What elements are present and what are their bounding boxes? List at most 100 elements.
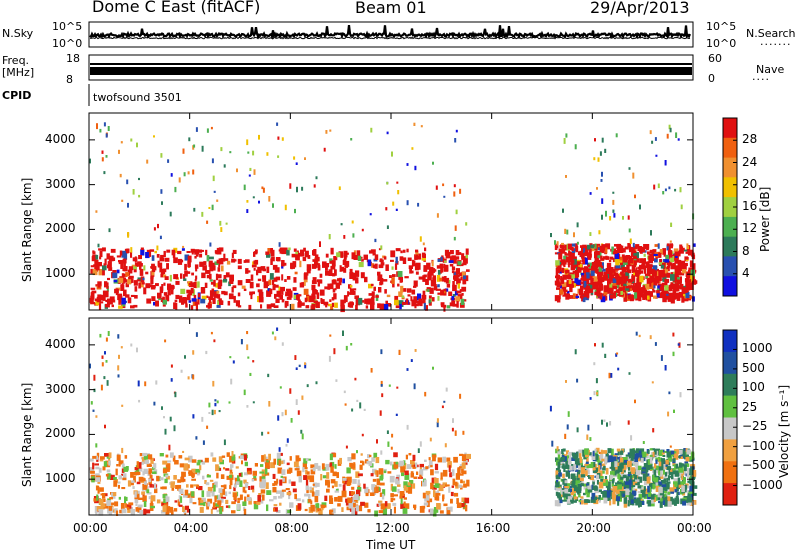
heatmap-cell (444, 288, 449, 292)
heatmap-cell (295, 465, 300, 471)
heatmap-cell (233, 493, 237, 500)
heatmap-cell (94, 506, 98, 513)
heatmap-cell (286, 288, 291, 291)
heatmap-cell (182, 148, 185, 154)
heatmap-cell (193, 294, 197, 300)
heatmap-cell (105, 133, 108, 138)
heatmap-cell (156, 499, 161, 504)
heatmap-cell (143, 468, 148, 474)
heatmap-cell (195, 436, 198, 440)
heatmap-cell (294, 271, 298, 275)
heatmap-cell (579, 263, 583, 268)
heatmap-cell (229, 474, 233, 478)
heatmap-cell (305, 485, 309, 491)
heatmap-cell (180, 273, 183, 279)
heatmap-cell (130, 138, 133, 142)
heatmap-cell (351, 453, 356, 460)
heatmap-cell (414, 301, 417, 309)
heatmap-cell (580, 474, 586, 478)
heatmap-cell (436, 418, 439, 423)
heatmap-cell (358, 261, 364, 268)
heatmap-cell (608, 372, 611, 379)
heatmap-cell (315, 381, 318, 385)
heatmap-cell (563, 494, 566, 502)
heatmap-cell (370, 297, 375, 303)
heatmap-cell (197, 281, 200, 288)
heatmap-cell (601, 171, 603, 177)
heatmap-cell (580, 477, 584, 482)
heatmap-cell (410, 462, 415, 468)
heatmap-cell (584, 448, 589, 455)
heatmap-cell (195, 275, 198, 280)
heatmap-cell (285, 488, 290, 491)
heatmap-cell (678, 466, 684, 473)
heatmap-cell (262, 187, 265, 193)
heatmap-cell (105, 303, 110, 308)
heatmap-cell (352, 479, 357, 484)
heatmap-cell (573, 232, 575, 238)
heatmap-cell (281, 288, 284, 295)
heatmap-cell (309, 487, 314, 493)
heatmap-cell (170, 364, 173, 368)
heatmap-cell (559, 461, 565, 465)
heatmap-cell (199, 506, 204, 513)
heatmap-cell (624, 459, 628, 463)
heatmap-cell (380, 245, 383, 250)
heatmap-cell (658, 457, 662, 462)
heatmap-cell (131, 480, 135, 483)
heatmap-cell (451, 270, 455, 274)
heatmap-cell (561, 259, 566, 265)
heatmap-cell (573, 500, 577, 503)
heatmap-cell (597, 274, 602, 280)
colorbar-tick-label: 8 (742, 243, 750, 258)
heatmap-cell (252, 360, 255, 363)
heatmap-cell (564, 252, 567, 256)
heatmap-cell (670, 468, 676, 475)
heatmap-cell (664, 285, 669, 292)
heatmap-cell (429, 498, 433, 503)
heatmap-cell (664, 482, 670, 490)
heatmap-cell (596, 392, 598, 395)
heatmap-cell (643, 267, 647, 274)
heatmap-cell (453, 184, 456, 188)
heatmap-cell (145, 509, 151, 514)
heatmap-cell (571, 481, 576, 488)
heatmap-cell (204, 282, 208, 288)
heatmap-cell (639, 264, 643, 270)
heatmap-cell (367, 454, 371, 459)
heatmap-cell (161, 284, 164, 291)
heatmap-cell (655, 459, 658, 464)
heatmap-cell (169, 211, 172, 217)
heatmap-cell (270, 303, 276, 308)
power-axis-ticks (88, 113, 694, 310)
heatmap-cell (572, 293, 576, 299)
heatmap-cell (610, 373, 613, 378)
heatmap-cell (443, 400, 446, 403)
heatmap-cell (155, 380, 158, 385)
heatmap-cell (692, 243, 696, 247)
heatmap-cell (632, 255, 637, 259)
heatmap-cell (107, 277, 110, 281)
heatmap-cell (116, 510, 119, 516)
heatmap-cell (342, 484, 346, 492)
heatmap-cell (360, 453, 363, 456)
heatmap-cell (349, 301, 354, 308)
heatmap-cell (291, 253, 297, 258)
heatmap-cell (596, 291, 600, 297)
heatmap-cell (96, 486, 100, 491)
heatmap-cell (356, 399, 359, 402)
heatmap-cell (329, 495, 333, 503)
heatmap-cell (424, 459, 427, 462)
heatmap-cell (440, 256, 443, 262)
heatmap-cell (403, 463, 407, 470)
heatmap-cell (342, 478, 347, 481)
heatmap-cell (615, 353, 618, 357)
heatmap-cell (627, 474, 632, 477)
heatmap-cell (432, 454, 436, 462)
heatmap-cell (620, 291, 623, 295)
heatmap-cell (626, 476, 630, 482)
heatmap-cell (465, 222, 468, 226)
heatmap-cell (397, 484, 401, 487)
heatmap-cell (653, 477, 659, 483)
heatmap-cell (312, 467, 316, 472)
